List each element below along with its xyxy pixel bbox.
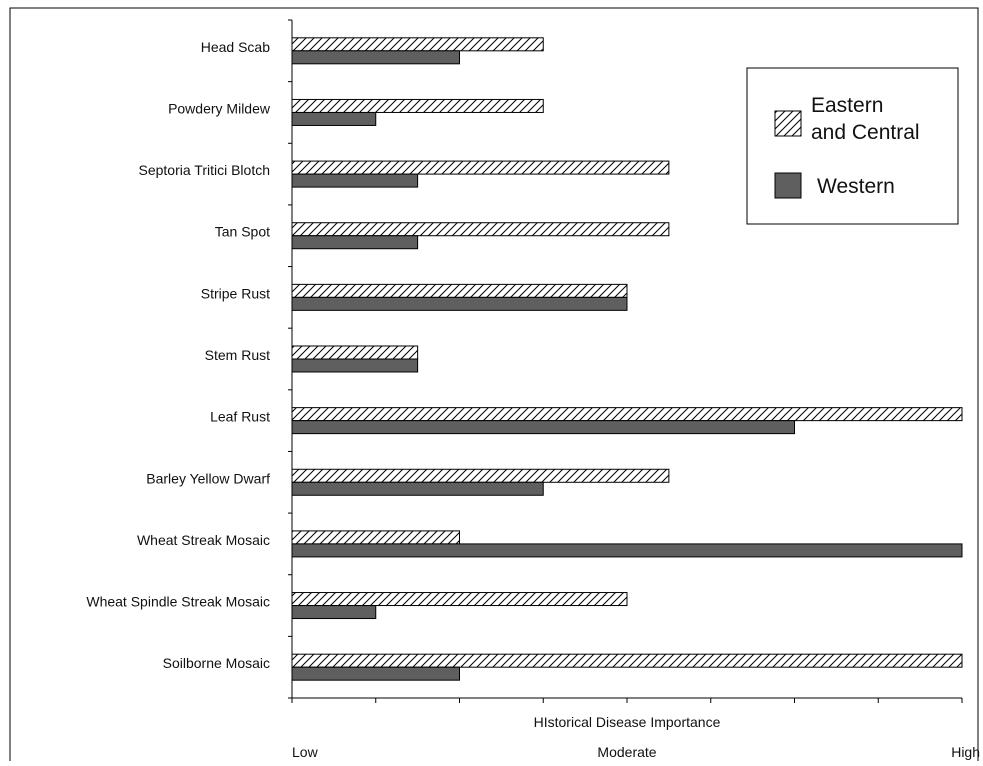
category-label: Stripe Rust [201,285,270,301]
category-label: Powdery Mildew [168,100,271,116]
bar-western [291,358,419,373]
category-label: Soilborne Mosaic [163,655,270,671]
bar-eastern-central [291,283,628,298]
bar-series-group [291,37,963,681]
legend-swatch-western [774,172,802,199]
x-axis-ticks [291,698,963,703]
x-level-label-moderate: Moderate [597,744,656,760]
bar-western [291,666,460,681]
bar-eastern-central [291,98,544,113]
bar-eastern-central [291,530,460,545]
legend: Eastern and Central Western [746,67,959,225]
bar-western [291,111,377,126]
category-label: Wheat Spindle Streak Mosaic [86,594,270,610]
legend-label-western: Western [817,175,895,198]
bar-eastern-central [291,345,419,360]
bar-western [291,420,795,435]
category-label: Stem Rust [205,347,270,363]
category-label: Wheat Streak Mosaic [137,532,270,548]
bar-eastern-central [291,468,670,483]
category-label: Barley Yellow Dwarf [146,470,270,486]
legend-label-eastern-line1: Eastern [811,94,883,117]
legend-box [746,67,959,225]
x-axis-title: HIstorical Disease Importance [534,714,721,730]
bar-eastern-central [291,37,544,52]
legend-label-eastern-line2: and Central [811,121,920,144]
bar-eastern-central [291,407,963,422]
bar-western [291,50,460,65]
category-labels: Head Scab Powdery Mildew Septoria Tritici … [86,39,271,671]
category-label: Leaf Rust [210,409,270,425]
bar-eastern-central [291,160,670,175]
bar-western [291,543,963,558]
x-level-label-high: High [951,744,980,760]
bar-eastern-central [291,592,628,607]
chart-border [9,7,979,766]
bar-eastern-central [291,653,963,668]
bar-western [291,605,377,620]
bar-western [291,173,419,188]
category-label: Tan Spot [215,224,270,240]
y-axis-ticks [288,19,292,699]
x-level-label-low: Low [292,744,319,760]
legend-swatch-eastern-central [774,110,802,137]
bar-western [291,481,544,496]
bar-eastern-central [291,222,670,237]
bar-western [291,235,419,250]
bar-western [291,296,628,311]
category-label: Head Scab [201,39,270,55]
category-label: Septoria Tritici Blotch [139,162,271,178]
